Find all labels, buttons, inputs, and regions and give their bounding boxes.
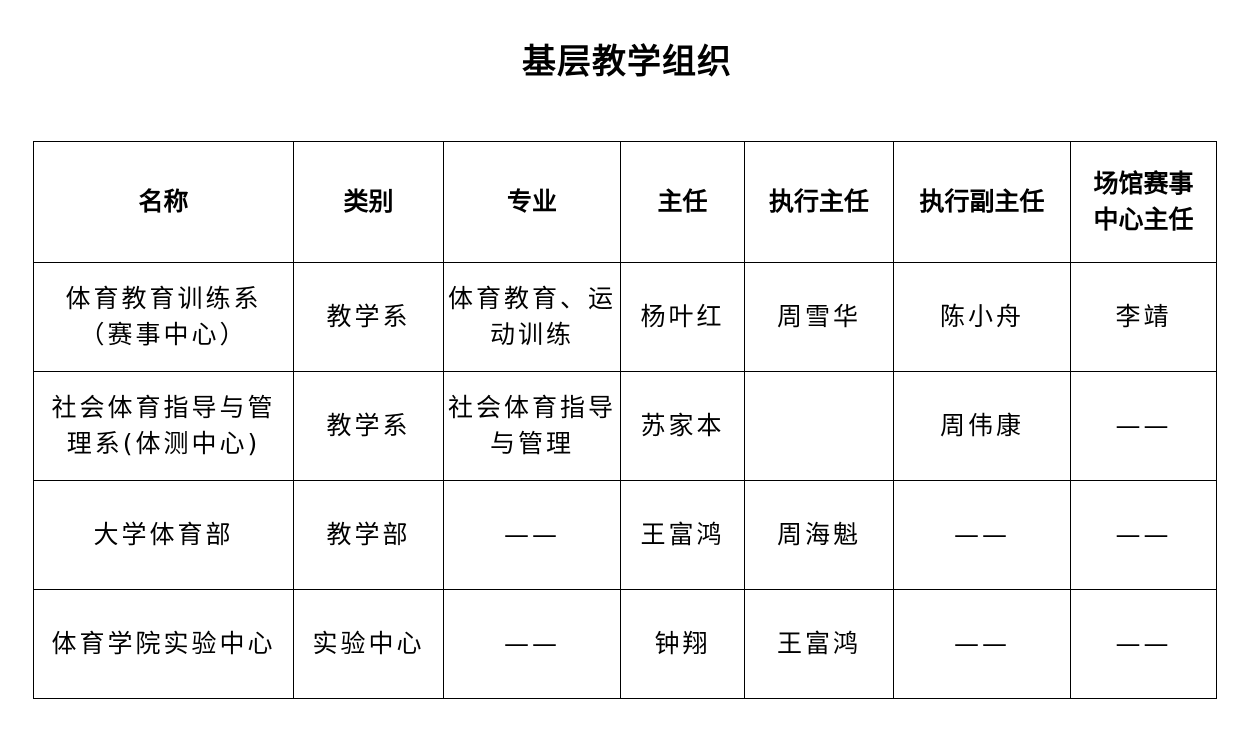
cell-major: 体育教育、运动训练: [443, 262, 621, 372]
header-name: 名称: [33, 141, 294, 263]
cell-director: 钟翔: [620, 589, 745, 699]
table-row: 体育学院实验中心 实验中心 —— 钟翔 王富鸿 —— ——: [33, 589, 1217, 699]
header-major: 专业: [443, 141, 621, 263]
cell-deputy-director: 周伟康: [893, 371, 1071, 481]
header-category: 类别: [293, 141, 444, 263]
cell-director: 杨叶红: [620, 262, 745, 372]
cell-name: 体育学院实验中心: [33, 589, 294, 699]
cell-category: 教学系: [293, 262, 444, 372]
table-row: 体育教育训练系（赛事中心） 教学系 体育教育、运动训练 杨叶红 周雪华 陈小舟 李靖: [33, 262, 1217, 372]
cell-category: 实验中心: [293, 589, 444, 699]
header-deputy-director: 执行副主任: [893, 141, 1071, 263]
cell-category: 教学部: [293, 480, 444, 590]
header-venue-director: 场馆赛事中心主任: [1070, 141, 1217, 263]
cell-deputy-director: ——: [893, 589, 1071, 699]
cell-name: 体育教育训练系（赛事中心）: [33, 262, 294, 372]
cell-venue-director: ——: [1070, 371, 1217, 481]
cell-director: 苏家本: [620, 371, 745, 481]
cell-deputy-director: ——: [893, 480, 1071, 590]
cell-major: 社会体育指导与管理: [443, 371, 621, 481]
cell-category: 教学系: [293, 371, 444, 481]
cell-director: 王富鸿: [620, 480, 745, 590]
cell-name: 社会体育指导与管理系(体测中心): [33, 371, 294, 481]
cell-venue-director: ——: [1070, 589, 1217, 699]
header-director: 主任: [620, 141, 745, 263]
table-row: 社会体育指导与管理系(体测中心) 教学系 社会体育指导与管理 苏家本 周伟康 ——: [33, 371, 1217, 481]
cell-venue-director: ——: [1070, 480, 1217, 590]
cell-venue-director: 李靖: [1070, 262, 1217, 372]
cell-major: ——: [443, 480, 621, 590]
cell-name: 大学体育部: [33, 480, 294, 590]
cell-deputy-director: 陈小舟: [893, 262, 1071, 372]
page-title: 基层教学组织: [522, 42, 732, 82]
cell-executive-director: 周雪华: [744, 262, 894, 372]
header-executive-director: 执行主任: [744, 141, 894, 263]
table-row: 大学体育部 教学部 —— 王富鸿 周海魁 —— ——: [33, 480, 1217, 590]
organization-table: 名称 类别 专业 主任 执行主任 执行副主任 场馆赛事中心主任 体育教育训练系（…: [33, 141, 1217, 699]
cell-major: ——: [443, 589, 621, 699]
header-row: 名称 类别 专业 主任 执行主任 执行副主任 场馆赛事中心主任: [33, 141, 1217, 263]
cell-executive-director: 王富鸿: [744, 589, 894, 699]
cell-executive-director: 周海魁: [744, 480, 894, 590]
cell-executive-director: [744, 371, 894, 481]
